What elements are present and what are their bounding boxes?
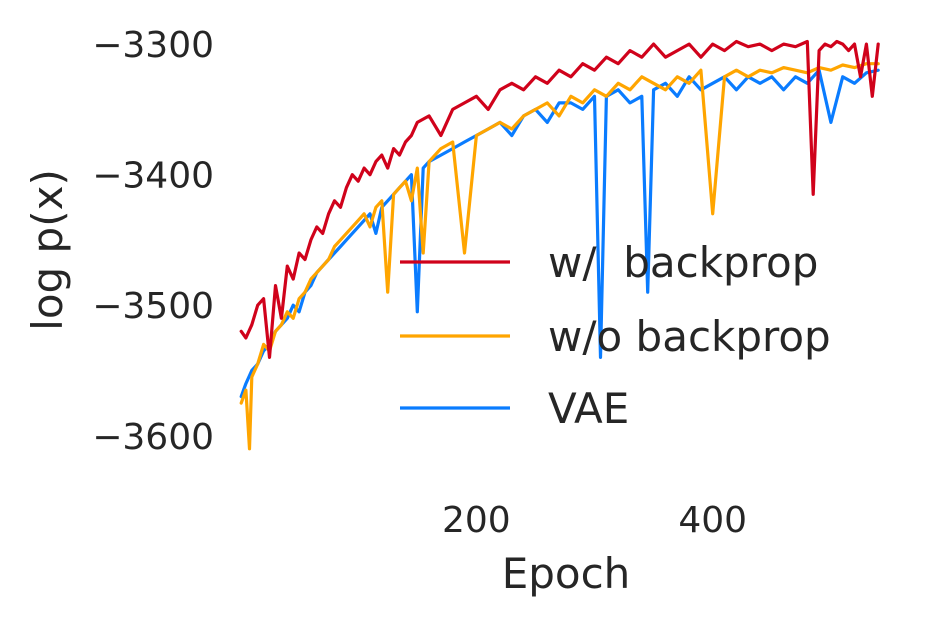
y-tick-label: −3600 <box>92 417 214 458</box>
legend-label: w/ backprop <box>548 238 818 287</box>
x-tick-label: 400 <box>678 500 747 541</box>
y-tick-labels: −3300 −3400 −3500 −3600 <box>92 25 214 458</box>
y-tick-label: −3500 <box>92 286 214 327</box>
x-axis-title: Epoch <box>502 549 631 598</box>
y-tick-label: −3300 <box>92 25 214 66</box>
series-line-w-backprop <box>239 39 880 359</box>
y-axis-title: log p(x) <box>23 169 72 331</box>
x-tick-labels: 200 400 <box>442 500 747 541</box>
series-layer <box>239 39 880 451</box>
series-line-w-o-backprop <box>239 62 880 451</box>
y-tick-label: −3400 <box>92 156 214 197</box>
legend-label: w/o backprop <box>548 312 831 361</box>
legend: w/ backprop w/o backprop VAE <box>400 238 831 433</box>
legend-label: VAE <box>548 384 629 433</box>
x-tick-label: 200 <box>442 500 511 541</box>
